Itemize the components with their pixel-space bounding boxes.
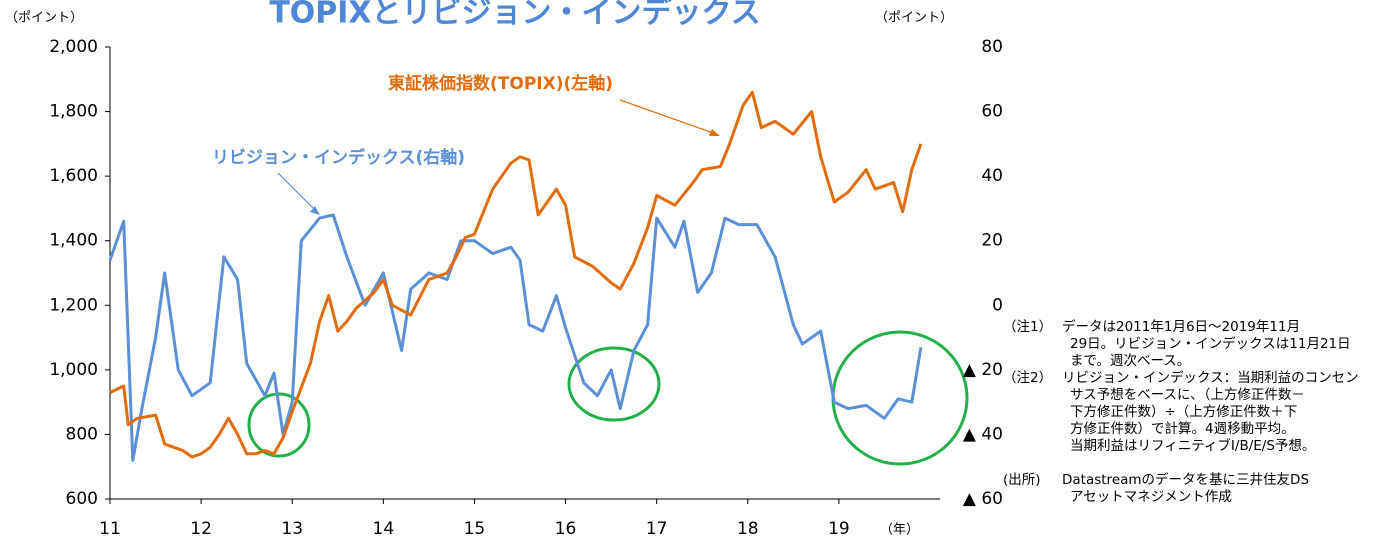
- series-line: [108, 213, 923, 462]
- x-unit: （年）: [880, 523, 919, 538]
- x-tick-label: 11: [99, 519, 121, 539]
- series-label: 東証株価指数(TOPIX)(左軸): [388, 73, 613, 94]
- note-line: 方修正件数）で計算。4週移動平均。: [1070, 421, 1295, 437]
- y2-tick-label: 0: [992, 295, 1003, 315]
- x-tick-label: 19: [828, 519, 850, 539]
- note-label: (出所): [1003, 472, 1041, 488]
- y-tick-label: 800: [66, 424, 98, 444]
- y2-tick-label: 40: [981, 166, 1003, 186]
- x-tick-label: 13: [281, 519, 303, 539]
- y-tick-label: 1,800: [49, 102, 98, 122]
- x-tick-label: 15: [464, 519, 486, 539]
- note-line: Datastreamのデータを基に三井住友DS: [1062, 471, 1309, 488]
- y-tick-label: 2,000: [49, 37, 98, 57]
- x-tick-label: 18: [737, 519, 759, 539]
- y-unit: （ポイント）: [5, 11, 83, 26]
- series-line: [109, 90, 923, 459]
- x-tick-label: 12: [190, 519, 212, 539]
- note-label: （注2）: [1003, 370, 1052, 386]
- y-tick-label: 1,400: [49, 231, 98, 251]
- y2-tick-label: ▲ 60: [963, 489, 1003, 509]
- highlight-circles: [247, 330, 969, 466]
- note-line: 下方修正件数）÷（上方修正件数＋下: [1070, 404, 1297, 420]
- y2-tick-label: ▲ 20: [963, 360, 1003, 380]
- y2-tick-label: 20: [981, 231, 1003, 251]
- note-line: サス予想をベースに、（上方修正件数－: [1070, 387, 1305, 403]
- notes: （注1） データは2011年1月6日～2019年11月29日。リビジョン・インデッ…: [1003, 318, 1359, 505]
- y-tick-label: 1,200: [49, 295, 98, 315]
- series-label: リビジョン・インデックス(右軸): [212, 147, 465, 168]
- note-line: 当期利益はリフィニティブI/B/E/S予想。: [1070, 437, 1315, 454]
- x-tick-label: 14: [373, 519, 395, 539]
- y2-tick-label: 80: [981, 37, 1003, 57]
- y2-tick-label: ▲ 40: [963, 424, 1003, 444]
- note-line: リビジョン・インデックス：当期利益のコンセン: [1062, 369, 1359, 386]
- y2-unit: （ポイント）: [875, 11, 953, 26]
- note-line: 29日。リビジョン・インデックスは11月21日: [1070, 335, 1351, 352]
- arrows: [277, 99, 720, 215]
- y2-tick-label: 60: [981, 102, 1003, 122]
- note-line: まで。週次ベース。: [1070, 353, 1190, 369]
- note-label: （注1）: [1003, 319, 1052, 335]
- x-tick-label: 17: [646, 519, 668, 539]
- x-tick-label: 16: [555, 519, 577, 539]
- note-line: データは2011年1月6日～2019年11月: [1062, 318, 1300, 335]
- chart-title: TOPIXとリビジョン・インデックス: [269, 0, 760, 31]
- y-tick-label: 1,600: [49, 166, 98, 186]
- note-line: アセットマネジメント作成: [1070, 489, 1232, 505]
- y-tick-label: 600: [66, 489, 98, 509]
- y-tick-label: 1,000: [49, 360, 98, 380]
